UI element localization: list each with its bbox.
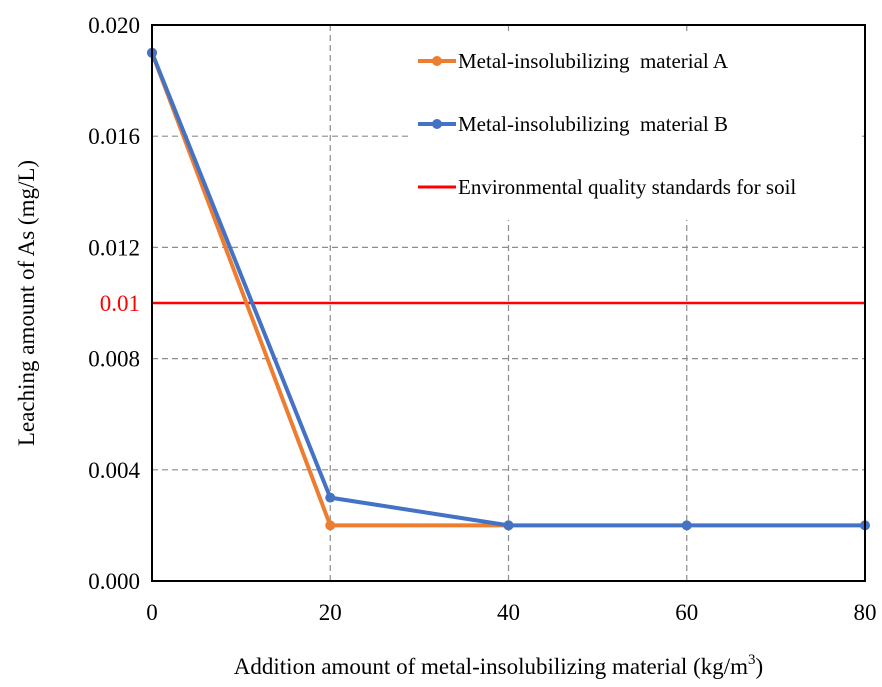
y-tick-label: 0.008 [88,347,140,372]
legend-item-a: Metal-insolubilizing material A [418,49,729,73]
legend-marker-a [432,56,442,66]
x-axis-title-main: Addition amount of metal-insolubilizing … [234,654,748,679]
y-axis-title: Leaching amount of As (mg/L) [14,160,39,446]
x-tick-label: 0 [146,600,158,625]
legend-label-a: Metal-insolubilizing material A [458,49,729,73]
legend-item-b: Metal-insolubilizing material B [418,112,728,136]
data-point [325,520,336,531]
y-tick-label: 0.020 [88,13,140,38]
y-tick-label: 0.016 [88,124,140,149]
x-tick-label: 60 [675,600,698,625]
data-point [503,520,514,531]
y-tick-label: 0.004 [88,458,140,483]
data-point [681,520,692,531]
x-tick-label: 20 [319,600,342,625]
legend-label-standard: Environmental quality standards for soil [458,175,796,199]
plot-frame [151,24,866,582]
data-point [325,492,336,503]
legend-item-standard: Environmental quality standards for soil [418,175,796,199]
x-tick-label: 80 [854,600,877,625]
legend-label-b: Metal-insolubilizing material B [458,112,728,136]
y-tick-labels: 0.000 0.004 0.008 0.012 0.016 0.020 0.01 [88,13,140,594]
reference-line-value-label: 0.01 [100,291,140,316]
legend-marker-b [432,119,442,129]
y-tick-label: 0.012 [88,235,140,260]
legend-background [408,35,860,220]
legend: Metal-insolubilizing material A Metal-in… [408,35,860,220]
series-layer [147,47,870,531]
x-tick-labels: 0 20 40 60 80 [146,600,876,625]
x-axis-title-suffix: ) [756,654,764,679]
x-axis-title-superscript: 3 [748,652,756,668]
y-tick-label: 0.000 [88,569,140,594]
x-tick-label: 40 [497,600,520,625]
series-b [147,47,870,531]
x-axis-title: Addition amount of metal-insolubilizing … [234,652,763,679]
